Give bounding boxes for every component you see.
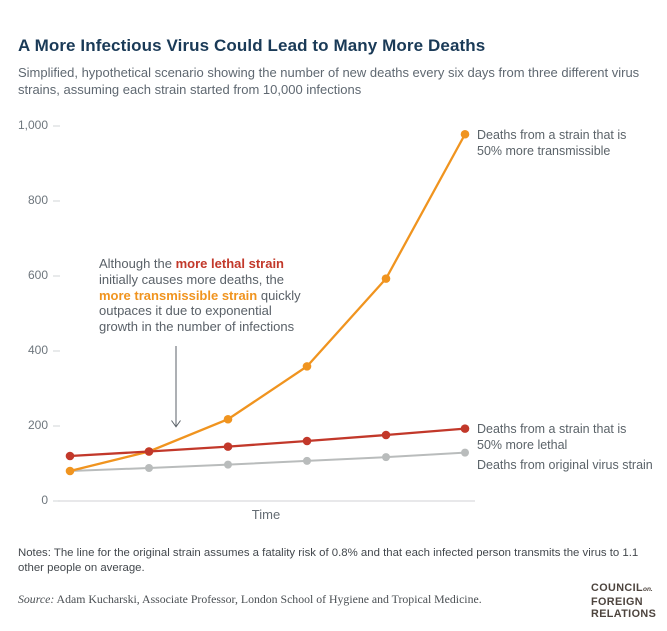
logo-on: on. [642, 586, 653, 593]
source-label: Source: [18, 592, 55, 606]
data-point-transmissible-3 [302, 362, 312, 371]
annotation-transmissible-strain: more transmissible strain [99, 287, 258, 303]
x-axis-label: Time [251, 507, 281, 522]
logo-foreign: FOREIGN [591, 596, 643, 608]
series-line-lethal [69, 427, 466, 458]
data-point-original-1 [145, 464, 153, 472]
data-point-lethal-3 [302, 436, 312, 446]
data-point-transmissible-5 [460, 129, 470, 139]
logo-relations: RELATIONS [591, 608, 657, 620]
data-point-lethal-2 [223, 442, 233, 451]
chart-subtitle: Simplified, hypothetical scenario showin… [18, 65, 640, 97]
data-point-lethal-5 [460, 424, 470, 433]
chart-source: Source: Adam Kucharski, Associate Profes… [18, 592, 558, 607]
data-point-lethal-0 [65, 451, 75, 461]
chart-annotation: Although the more lethal strain initially… [99, 256, 344, 335]
series-label-lethal: Deaths from a strain that is 50% more le… [477, 422, 627, 452]
series-line-transmissible [69, 133, 467, 473]
data-point-lethal-1 [144, 447, 154, 456]
annotation-text: Although the [99, 256, 176, 271]
chart-title: A More Infectious Virus Could Lead to Ma… [18, 36, 486, 56]
logo-council: COUNCIL [591, 582, 643, 594]
annotation-text: quickly [257, 287, 301, 303]
data-point-original-5 [461, 448, 469, 457]
y-axis-tick-label: 0 [41, 493, 48, 507]
chart-notes: Notes: The line for the original strain … [18, 547, 639, 574]
series-label-transmissible: Deaths from a strain that is 50% more tr… [477, 128, 627, 158]
series-label-original: Deaths from original virus strain [477, 458, 653, 472]
data-point-transmissible-0 [65, 466, 75, 476]
data-point-lethal-4 [381, 430, 391, 440]
y-axis-tick-label: 800 [27, 193, 48, 207]
source-text: Adam Kucharski, Associate Professor, Lon… [54, 592, 482, 606]
series-line-original [69, 451, 466, 472]
y-axis-tick-label: 400 [27, 343, 48, 357]
y-axis-tick-label: 1,000 [17, 118, 48, 132]
data-point-transmissible-4 [381, 274, 391, 283]
annotation-text: growth in the number of infections [99, 319, 295, 335]
annotation-lethal-strain: more lethal strain [175, 256, 284, 271]
y-axis-tick-label: 200 [27, 418, 48, 432]
data-point-original-4 [382, 453, 390, 462]
data-point-transmissible-2 [223, 414, 233, 424]
cfr-logo: COUNCILon. FOREIGN RELATIONS [591, 582, 656, 620]
y-axis-tick-label: 600 [27, 268, 48, 282]
data-point-original-3 [303, 456, 311, 465]
annotation-text: outpaces it due to exponential [99, 303, 272, 319]
annotation-text: initially causes more deaths, the [99, 271, 284, 287]
annotation-arrow-head [171, 420, 181, 428]
data-point-original-2 [224, 460, 232, 469]
